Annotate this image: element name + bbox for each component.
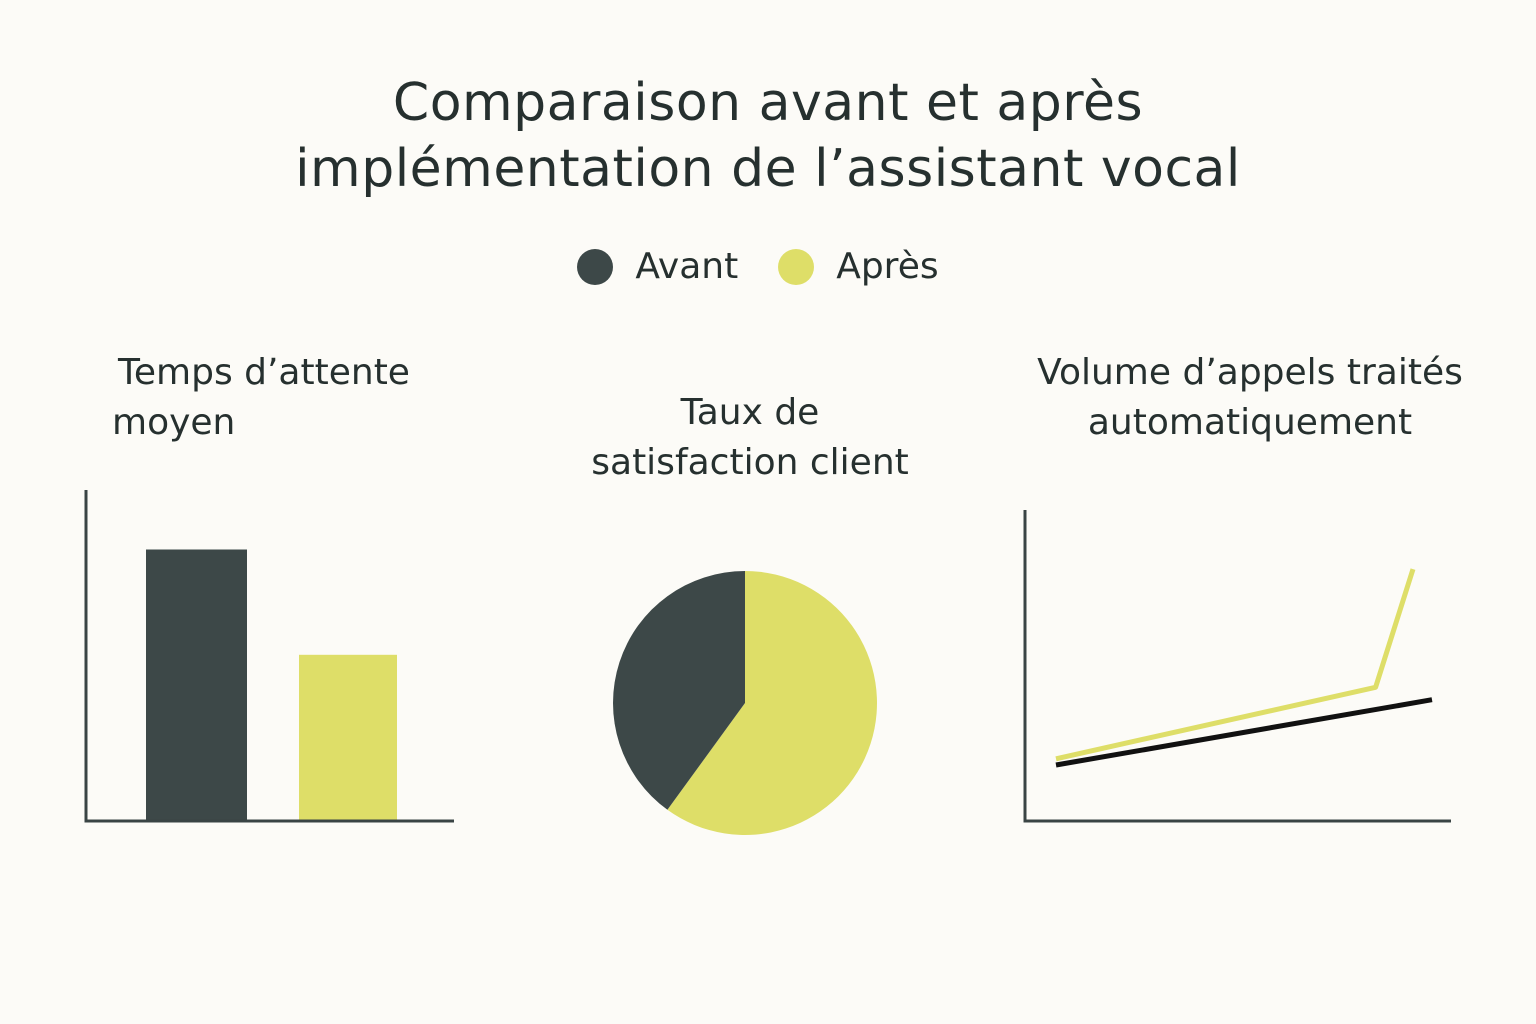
line-chart-title-line-1: Volume d’appels traités — [1037, 352, 1463, 393]
legend-swatch-avant — [577, 248, 614, 285]
bar-chart-title-line-1: Temps d’attente — [118, 352, 410, 393]
pie-slice-apres — [667, 571, 877, 835]
pie-chart-title: Taux de satisfaction client — [560, 388, 940, 488]
chart-title-line-1: Comparaison avant et après — [392, 73, 1144, 133]
chart-title-line-2: implémentation de l’assistant vocal — [295, 139, 1241, 199]
bar-chart-title-line-2: moyen — [112, 402, 236, 443]
line-series-apres — [1055, 568, 1416, 762]
bar-chart-title: Temps d’attente moyen — [112, 348, 410, 448]
chart-title: Comparaison avant et après implémentatio… — [0, 70, 1536, 202]
pie-chart-title-line-2: satisfaction client — [591, 442, 909, 483]
legend-label-apres: Après — [836, 246, 939, 287]
legend-item-apres: Après — [778, 246, 939, 287]
legend-swatch-apres — [778, 248, 815, 285]
pie-slice-avant — [613, 571, 745, 810]
bar-apres — [299, 654, 397, 820]
line-chart-title-line-2: automatiquement — [1087, 402, 1413, 443]
pie-chart-title-line-1: Taux de — [680, 392, 820, 433]
legend-item-avant: Avant — [577, 246, 738, 287]
legend-label-avant: Avant — [635, 246, 739, 287]
line-series-avant — [1055, 697, 1433, 768]
legend: Avant Après — [0, 246, 1536, 287]
line-chart-title: Volume d’appels traités automatiquement — [1010, 348, 1490, 448]
bar-avant — [146, 549, 247, 820]
